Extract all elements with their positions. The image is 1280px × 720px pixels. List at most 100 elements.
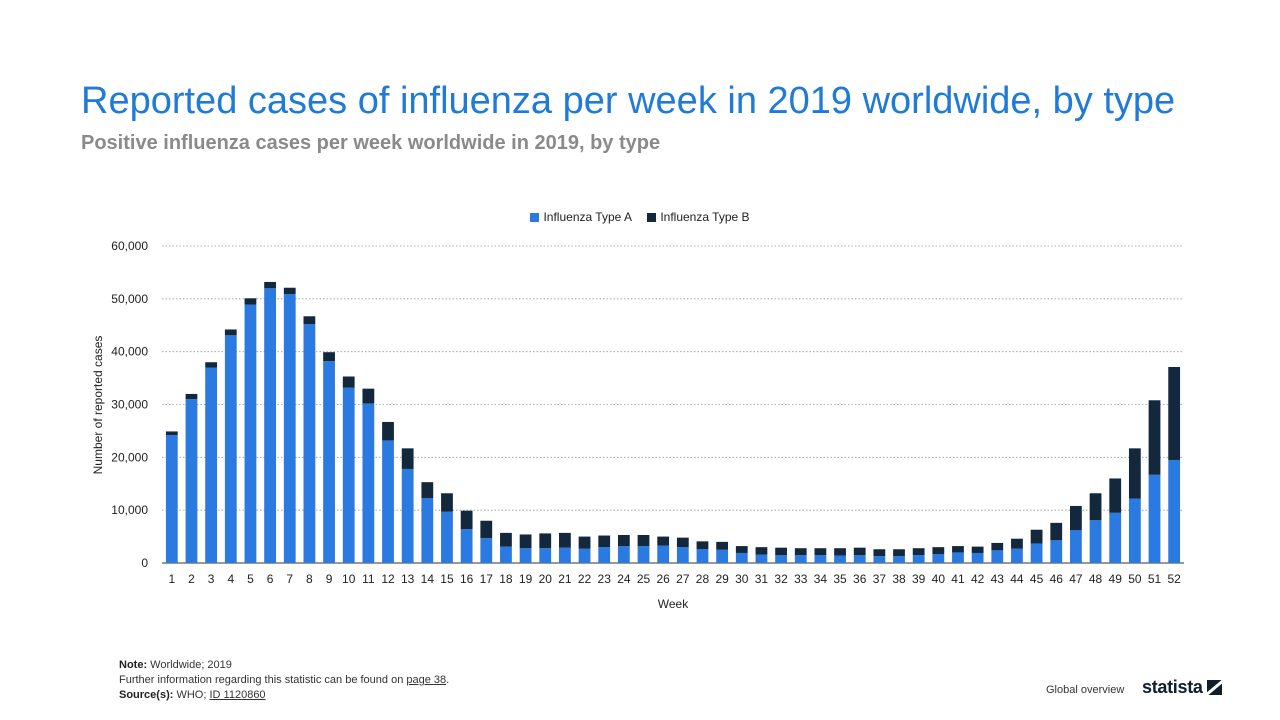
bar-type-a[interactable] [814,555,827,563]
bar-type-a[interactable] [1030,543,1043,563]
bar-type-b[interactable] [323,352,335,362]
bar-type-a[interactable] [932,554,945,563]
bar-type-b[interactable] [362,388,375,404]
bar-type-b[interactable] [1030,529,1043,544]
bar-type-a[interactable] [185,399,198,563]
bar-type-a[interactable] [244,304,257,563]
bar-type-b[interactable] [539,533,552,549]
bar-type-a[interactable] [519,548,532,563]
bar-type-b[interactable] [1070,505,1082,531]
bar-type-b[interactable] [755,547,768,555]
bar-type-a[interactable] [362,403,375,563]
bar-type-b[interactable] [283,287,296,295]
bar-type-a[interactable] [441,511,453,563]
bar-type-b[interactable] [1109,478,1122,513]
legend-item-type-b[interactable]: Influenza Type B [647,210,750,224]
bar-type-a[interactable] [598,547,611,563]
bar-type-a[interactable] [460,529,473,563]
bar-type-b[interactable] [617,535,630,547]
bar-type-a[interactable] [1148,474,1161,563]
bar-type-a[interactable] [205,367,218,563]
bar-type-b[interactable] [775,547,787,556]
bar-type-b[interactable] [519,534,532,549]
bar-type-b[interactable] [1089,493,1102,521]
bar-type-b[interactable] [598,535,611,548]
legend-item-type-a[interactable]: Influenza Type A [530,210,632,224]
bar-type-b[interactable] [932,547,945,555]
bar-type-a[interactable] [165,435,178,563]
bar-type-b[interactable] [224,329,237,336]
bar-type-b[interactable] [578,536,591,549]
bar-type-a[interactable] [617,546,630,563]
bar-type-b[interactable] [814,548,827,556]
bar-type-b[interactable] [716,541,729,550]
bar-type-a[interactable] [893,556,905,563]
bar-type-b[interactable] [264,281,276,289]
bar-type-a[interactable] [1050,540,1063,563]
bar-type-b[interactable] [952,546,964,553]
bar-type-b[interactable] [971,546,984,553]
statista-logo[interactable]: statista [1142,677,1222,698]
bar-type-b[interactable] [1011,538,1023,549]
bar-type-b[interactable] [834,548,846,556]
bar-type-a[interactable] [283,294,296,563]
bar-type-b[interactable] [480,520,493,539]
bar-type-a[interactable] [696,549,709,563]
bar-type-a[interactable] [853,555,866,563]
bar-type-a[interactable] [264,288,276,563]
bar-type-a[interactable] [539,548,552,563]
bar-type-b[interactable] [873,549,886,557]
bar-type-a[interactable] [637,546,650,563]
bar-type-a[interactable] [224,335,237,563]
bar-type-b[interactable] [991,542,1004,551]
bar-type-a[interactable] [500,546,512,563]
bar-type-b[interactable] [185,393,198,400]
bar-type-b[interactable] [401,448,414,469]
bar-type-b[interactable] [244,298,257,305]
bar-type-a[interactable] [794,555,807,563]
bar-type-a[interactable] [1089,520,1102,563]
bar-type-a[interactable] [952,552,964,563]
bar-type-b[interactable] [500,532,512,547]
bar-type-a[interactable] [323,361,335,563]
bar-type-b[interactable] [676,537,689,548]
bar-type-b[interactable] [382,421,394,441]
bar-type-b[interactable] [893,549,905,557]
bar-type-b[interactable] [441,493,453,512]
bar-type-a[interactable] [401,468,414,563]
bar-type-a[interactable] [971,552,984,563]
bar-type-b[interactable] [303,316,316,325]
bar-type-a[interactable] [775,555,787,563]
bar-type-b[interactable] [1168,366,1181,460]
bar-type-a[interactable] [1109,512,1122,563]
bar-type-a[interactable] [735,552,748,563]
bar-type-b[interactable] [696,541,709,550]
bar-type-a[interactable] [559,547,571,563]
bar-type-a[interactable] [873,556,886,563]
bar-type-b[interactable] [1148,400,1161,475]
bar-type-b[interactable] [637,535,650,547]
bar-type-a[interactable] [834,555,846,563]
bar-type-a[interactable] [716,549,729,563]
statistic-id-link[interactable]: ID 1120860 [209,689,266,701]
bar-type-b[interactable] [912,548,925,556]
bar-type-b[interactable] [165,431,178,436]
bar-type-b[interactable] [1050,522,1063,541]
bar-type-a[interactable] [755,554,768,563]
bar-type-a[interactable] [1128,498,1141,563]
bar-type-a[interactable] [303,324,316,563]
bar-type-a[interactable] [676,547,689,563]
page-link[interactable]: page 38 [406,674,447,686]
bar-type-b[interactable] [794,548,807,556]
bar-type-b[interactable] [421,482,434,499]
bar-type-a[interactable] [1168,459,1181,563]
bar-type-b[interactable] [1128,448,1141,499]
bar-type-a[interactable] [657,545,670,563]
bar-type-a[interactable] [578,548,591,563]
bar-type-a[interactable] [480,538,493,563]
bar-type-b[interactable] [735,546,748,553]
bar-type-b[interactable] [657,536,670,546]
bar-type-b[interactable] [559,532,571,548]
bar-type-b[interactable] [460,510,473,530]
bar-type-b[interactable] [205,362,218,368]
